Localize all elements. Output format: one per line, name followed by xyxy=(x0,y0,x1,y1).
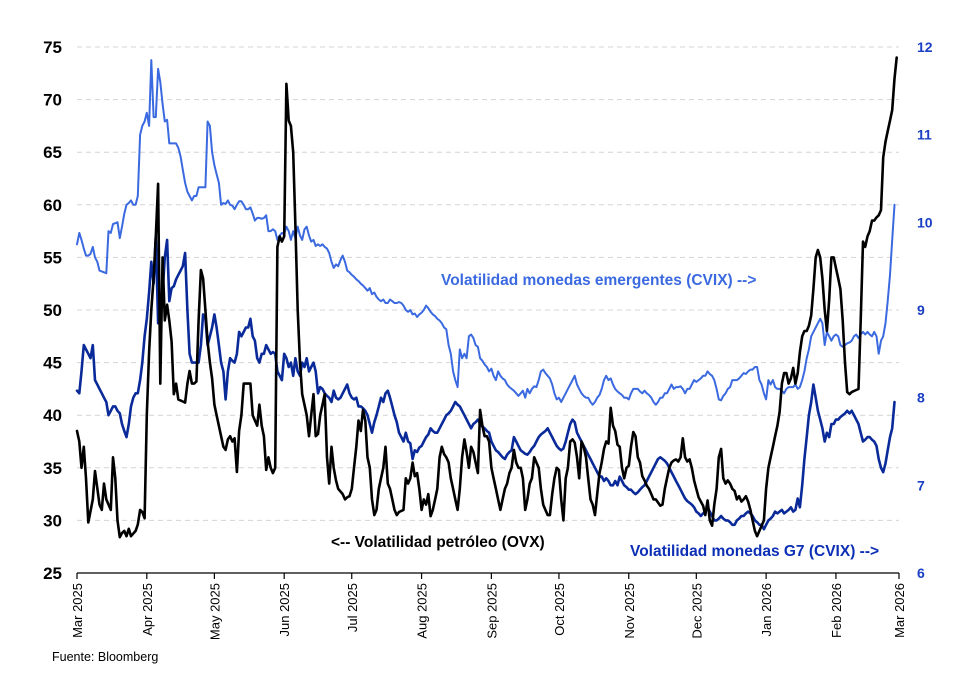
annotation-cvix-em: Volatilidad monedas emergentes (CVIX) --… xyxy=(441,272,756,289)
series-line-cvix_em xyxy=(76,59,896,406)
x-tick-label: May 2025 xyxy=(207,583,222,640)
y-tick-right-label: 9 xyxy=(917,302,925,318)
x-tick-label: Jun 2025 xyxy=(277,583,292,637)
x-tick-label: Nov 2025 xyxy=(622,583,637,639)
y-tick-right-label: 8 xyxy=(917,390,925,406)
x-tick-label: Sep 2025 xyxy=(484,583,499,639)
y-tick-right-label: 7 xyxy=(917,477,925,493)
x-tick-label: Feb 2026 xyxy=(829,583,844,638)
y-tick-left-label: 50 xyxy=(43,301,62,320)
y-tick-right-label: 6 xyxy=(917,565,925,581)
x-tick-label: Aug 2025 xyxy=(415,583,430,639)
y-tick-left-label: 40 xyxy=(43,406,62,425)
y-tick-left-label: 25 xyxy=(43,564,62,583)
source-note: Fuente: Bloomberg xyxy=(52,650,159,664)
gridlines xyxy=(77,46,899,521)
series-line-ovx xyxy=(75,56,898,539)
y-tick-right-label: 11 xyxy=(917,127,932,143)
annotation-ovx: <-- Volatilidad petróleo (OVX) xyxy=(331,534,545,551)
y-tick-left-label: 60 xyxy=(43,196,62,215)
x-tick-label: Mar 2025 xyxy=(70,583,85,638)
annotation-cvix-g7: Volatilidad monedas G7 (CVIX) --> xyxy=(630,543,879,560)
x-tick-label: Dec 2025 xyxy=(689,583,704,639)
series-line-cvix_g7 xyxy=(75,234,896,531)
y-tick-left-label: 55 xyxy=(43,248,62,267)
y-axis-left: 25 30 35 40 45 50 55 60 65 70 75 xyxy=(43,38,62,583)
y-tick-left-label: 35 xyxy=(43,459,62,478)
y-tick-left-label: 65 xyxy=(43,143,62,162)
x-tick-label: Jul 2025 xyxy=(345,583,360,632)
y-tick-right-label: 10 xyxy=(917,214,933,230)
series-lines xyxy=(75,56,898,539)
x-axis: Mar 2025 Apr 2025 May 2025 Jun 2025 Jul 2025… xyxy=(70,572,907,640)
x-tick-label: Oct 2025 xyxy=(552,583,567,636)
x-tick-label: Jan 2026 xyxy=(759,583,774,637)
x-tick-label: Mar 2026 xyxy=(892,583,907,638)
y-axis-right: 6 7 8 9 10 11 12 xyxy=(917,39,933,581)
y-tick-left-label: 70 xyxy=(43,91,62,110)
x-tick-label: Apr 2025 xyxy=(140,583,155,636)
y-tick-left-label: 75 xyxy=(43,38,62,57)
y-tick-right-label: 12 xyxy=(917,39,933,55)
y-tick-left-label: 45 xyxy=(43,354,62,373)
y-tick-left-label: 30 xyxy=(43,511,62,530)
